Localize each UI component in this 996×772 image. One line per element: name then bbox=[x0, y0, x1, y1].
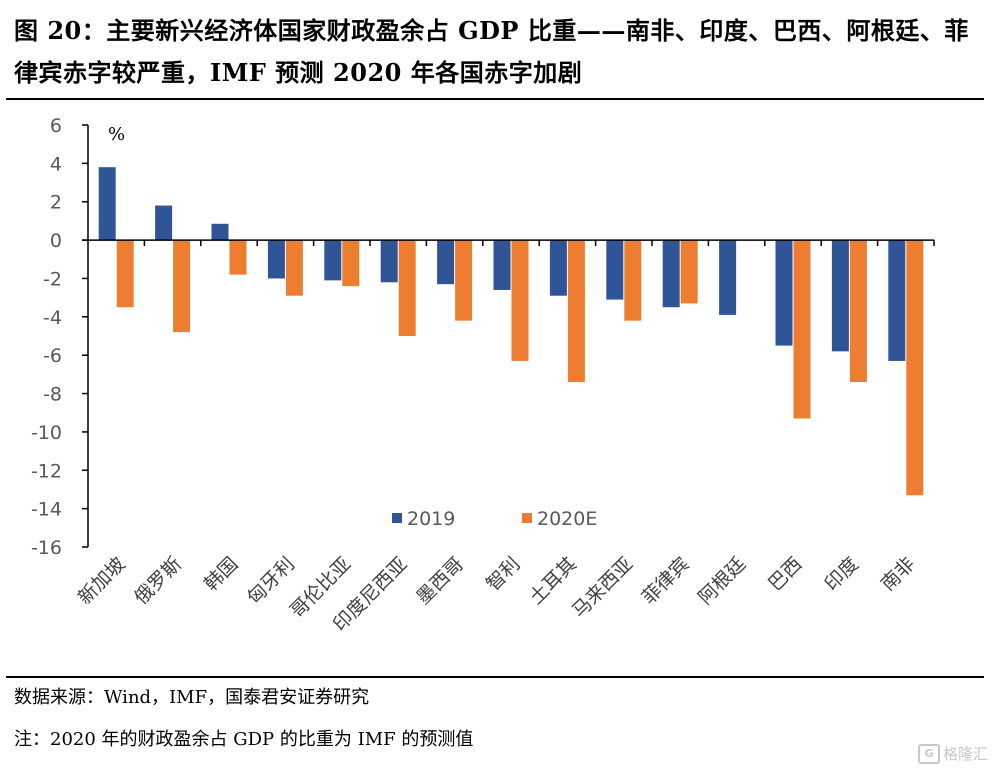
legend: 2019 2020E bbox=[392, 508, 597, 530]
bar-2020E-智利 bbox=[511, 240, 529, 361]
bar-2020E-菲律宾 bbox=[680, 240, 698, 304]
bar-2019-菲律宾 bbox=[662, 240, 680, 308]
legend-swatch-2019 bbox=[392, 513, 402, 523]
y-tick-label: 0 bbox=[50, 230, 62, 252]
bar-2019-俄罗斯 bbox=[155, 205, 173, 241]
x-tick-label: 俄罗斯 bbox=[130, 553, 186, 609]
bar-2020E-土耳其 bbox=[567, 240, 585, 383]
legend-swatch-2020E bbox=[522, 513, 532, 523]
watermark: G 格隆汇 bbox=[917, 743, 988, 764]
bar-2019-印度 bbox=[831, 240, 849, 352]
bar-2019-阿根廷 bbox=[719, 240, 737, 315]
x-tick-label: 印度 bbox=[820, 553, 862, 595]
x-tick-label: 智利 bbox=[482, 553, 524, 595]
figure-title: 图 20：主要新兴经济体国家财政盈余占 GDP 比重——南非、印度、巴西、阿根廷… bbox=[14, 16, 969, 87]
bar-2020E-墨西哥 bbox=[455, 240, 473, 321]
y-tick-label: 2 bbox=[50, 192, 62, 214]
bar-2020E-南非 bbox=[906, 240, 924, 496]
y-tick-label: -6 bbox=[43, 345, 62, 367]
x-tick-label: 巴西 bbox=[764, 553, 806, 595]
bar-2019-哥伦比亚 bbox=[324, 240, 342, 281]
data-source: 数据来源：Wind，IMF，国泰君安证券研究 bbox=[14, 687, 370, 708]
footer-divider bbox=[6, 676, 984, 678]
y-tick-label: -14 bbox=[31, 499, 62, 521]
bar-2019-马来西亚 bbox=[606, 240, 624, 300]
y-tick-label: -2 bbox=[43, 268, 62, 290]
bar-2020E-韩国 bbox=[229, 240, 247, 275]
bar-2020E-印度尼西亚 bbox=[398, 240, 416, 336]
bar-2019-印度尼西亚 bbox=[380, 240, 398, 283]
y-tick-label: -12 bbox=[31, 460, 62, 482]
bar-2019-墨西哥 bbox=[437, 240, 455, 285]
y-tick-label: 4 bbox=[50, 153, 62, 175]
y-tick-label: -4 bbox=[43, 307, 62, 329]
bar-2020E-哥伦比亚 bbox=[342, 240, 360, 287]
y-tick-label: -16 bbox=[31, 537, 62, 559]
legend-label-2020E: 2020E bbox=[537, 508, 597, 530]
bar-2020E-新加坡 bbox=[116, 240, 134, 308]
bar-2019-土耳其 bbox=[549, 240, 567, 296]
bar-2020E-匈牙利 bbox=[285, 240, 303, 296]
bars bbox=[98, 167, 924, 496]
y-axis-unit-label: % bbox=[108, 124, 125, 145]
title-divider bbox=[6, 98, 984, 100]
bar-2019-韩国 bbox=[211, 223, 229, 241]
y-tick-label: 6 bbox=[50, 115, 62, 137]
x-tick-label: 菲律宾 bbox=[638, 553, 694, 609]
x-axis bbox=[82, 239, 935, 247]
bar-2020E-印度 bbox=[849, 240, 867, 383]
bar-2020E-巴西 bbox=[793, 240, 811, 419]
x-tick-label: 墨西哥 bbox=[412, 553, 468, 609]
chart-canvas: 6 4 2 0 -2 -4 -6 -8 -10 -12 -14 -16 新加坡 俄罗斯 韩国 匈牙利哥伦比亚… bbox=[31, 115, 935, 636]
y-axis: 6 4 2 0 -2 -4 -6 -8 -10 -12 -14 -16 bbox=[31, 115, 89, 559]
x-tick-label: 马来西亚 bbox=[568, 553, 637, 622]
watermark-text: 格隆汇 bbox=[942, 745, 988, 763]
footnote: 注：2020 年的财政盈余占 GDP 的比重为 IMF 的预测值 bbox=[14, 729, 474, 750]
bar-2019-新加坡 bbox=[98, 167, 116, 241]
bar-2019-巴西 bbox=[775, 240, 793, 346]
legend-label-2019: 2019 bbox=[407, 508, 455, 530]
watermark-logo-icon: G bbox=[917, 743, 940, 764]
bar-2019-智利 bbox=[493, 240, 511, 290]
bar-2020E-马来西亚 bbox=[624, 240, 642, 321]
x-tick-label: 南非 bbox=[877, 553, 919, 595]
bar-2019-匈牙利 bbox=[267, 240, 285, 279]
x-tick-label: 土耳其 bbox=[525, 553, 581, 609]
bar-2020E-俄罗斯 bbox=[173, 240, 191, 333]
y-tick-label: -10 bbox=[31, 422, 62, 444]
x-tick-label: 新加坡 bbox=[74, 553, 130, 609]
bar-2019-南非 bbox=[888, 240, 906, 361]
x-tick-label: 匈牙利 bbox=[243, 553, 299, 609]
bar-chart: 6 4 2 0 -2 -4 -6 -8 -10 -12 -14 -16 新加坡 俄罗斯 韩国 匈牙利 哥伦比亚… bbox=[0, 100, 996, 676]
x-tick-label: 韩国 bbox=[200, 553, 242, 595]
x-tick-label: 阿根廷 bbox=[694, 553, 750, 609]
y-tick-label: -8 bbox=[43, 384, 62, 406]
